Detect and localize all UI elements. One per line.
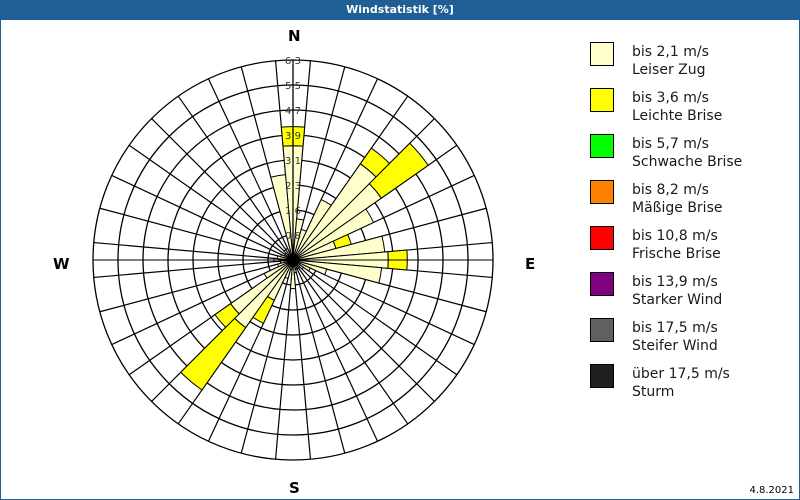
legend-label: bis 10,8 m/s Frische Brise [632, 228, 721, 262]
rose-sector [263, 259, 294, 279]
rose-sector [368, 142, 429, 199]
legend-swatch [590, 88, 614, 112]
legend-label: über 17,5 m/s Sturm [632, 366, 730, 400]
ring-label: 5,5 [285, 81, 301, 92]
rose-sector [292, 208, 375, 261]
ring-label: 4,7 [285, 106, 301, 117]
compass-north: N [288, 27, 301, 45]
ring-label: 1,6 [285, 206, 301, 217]
compass-west: W [53, 255, 70, 273]
date-label: 4.8.2021 [749, 485, 794, 496]
rose-sector [270, 174, 294, 261]
legend-swatch [590, 364, 614, 388]
rose-sector [277, 259, 294, 268]
rose-sector [289, 259, 297, 290]
legend-swatch [590, 226, 614, 250]
compass-east: E [525, 255, 536, 273]
ring-label: 3,9 [285, 131, 301, 142]
legend-swatch [590, 318, 614, 342]
legend-label: bis 5,7 m/s Schwache Brise [632, 136, 743, 170]
ring-label: 0,8 [285, 231, 301, 242]
ring-label: 6,3 [285, 56, 301, 67]
legend-swatch [590, 272, 614, 296]
legend-label: bis 13,9 m/s Starker Wind [632, 274, 723, 308]
ring-label: 2,3 [285, 181, 301, 192]
rose-sector [180, 317, 247, 391]
legend-label: bis 17,5 m/s Steifer Wind [632, 320, 718, 354]
compass-south: S [289, 479, 300, 497]
ring-label: 3,1 [285, 156, 301, 167]
legend-label: bis 8,2 m/s Mäßige Brise [632, 182, 723, 216]
legend-swatch [590, 134, 614, 158]
window-title: Windstatistik [%] [0, 0, 800, 20]
legend-swatch [590, 180, 614, 204]
legend-label: bis 2,1 m/s Leiser Zug [632, 44, 709, 78]
rose-sector [214, 303, 240, 329]
legend-swatch [590, 42, 614, 66]
legend-label: bis 3,6 m/s Leichte Brise [632, 90, 723, 124]
wind-rose-chart: 0,8 1,6 2,3 3,1 3,9 4,7 5,5 6,3 [92, 56, 494, 461]
